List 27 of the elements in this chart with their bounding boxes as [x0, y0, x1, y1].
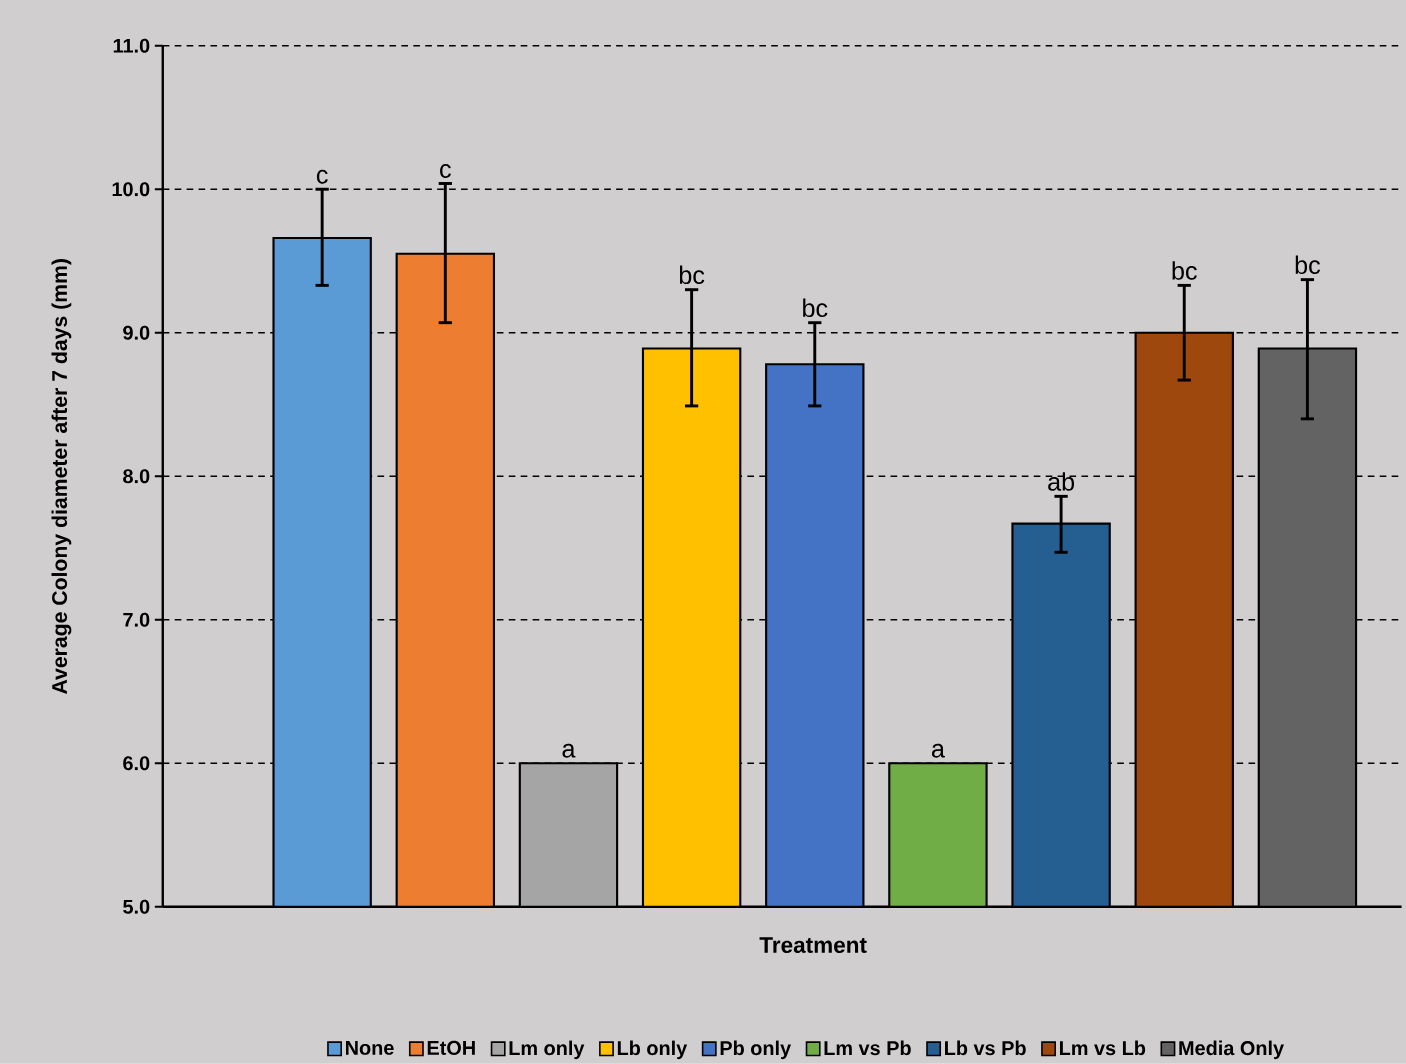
annotation: bc [1295, 255, 1321, 275]
annotation: c [316, 169, 328, 184]
legend-label: Media Only [1179, 1040, 1284, 1060]
y-tick-label: 10.0 [112, 182, 150, 197]
y-tick-label: 5.0 [123, 899, 150, 914]
legend-label: Lm only [509, 1040, 585, 1060]
annotation: bc [803, 298, 828, 318]
legend-label: None [345, 1041, 394, 1055]
annotation: c [440, 164, 451, 178]
legend-label: Lb vs Pb [945, 1040, 1026, 1056]
y-axis-title: Average Colony diameter after 7 days (mm) [51, 259, 72, 695]
legend-label: Lb only [617, 1040, 688, 1060]
annotation: bc [1172, 261, 1197, 280]
y-tick-label: 7.0 [123, 612, 150, 627]
x-axis-title: Treatment [759, 937, 867, 954]
legend-label: EtOH [427, 1040, 475, 1056]
y-tick-label: 6.0 [123, 756, 150, 771]
y-tick-label: 11.0 [113, 38, 150, 53]
annotation: bc [679, 265, 705, 285]
annotation: a [931, 743, 945, 758]
legend-label: Lm vs Lb [1059, 1040, 1146, 1056]
legend-label: Lm vs Pb [824, 1040, 911, 1056]
y-tick-label: 8.0 [123, 469, 150, 484]
y-tick-label: 9.0 [123, 325, 150, 340]
annotation: a [562, 743, 576, 758]
annotation: ab [1048, 472, 1075, 491]
legend-label: Pb only [720, 1040, 792, 1060]
